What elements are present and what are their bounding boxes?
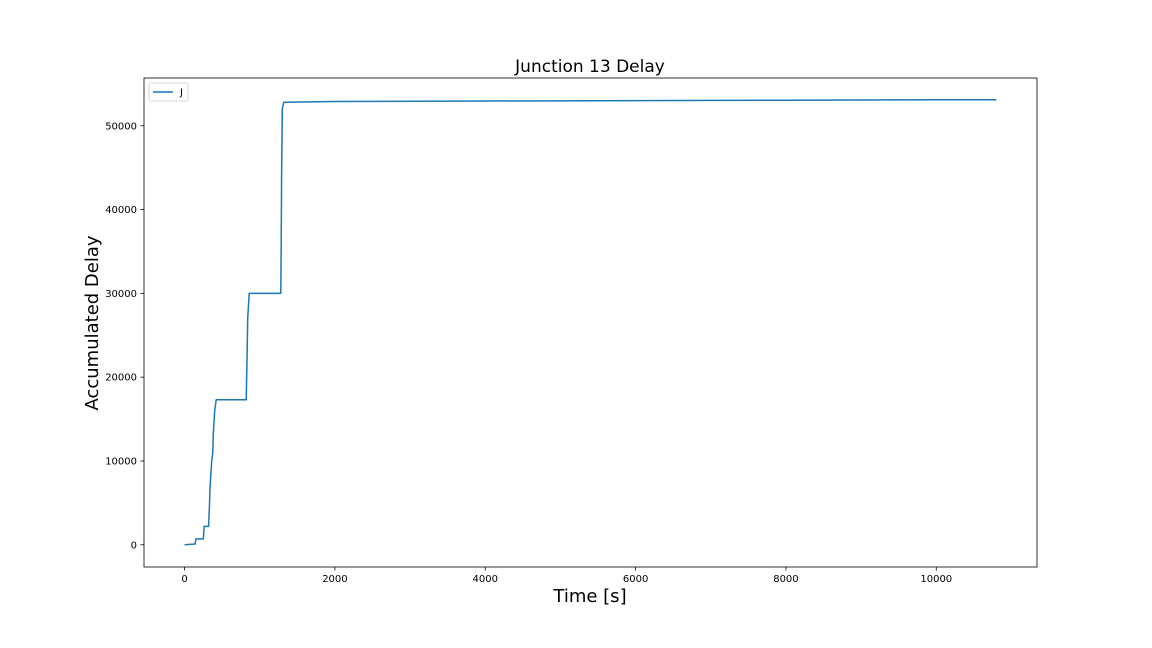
y-tick-label: 40000 <box>105 205 137 216</box>
legend-label: J <box>179 88 183 99</box>
x-tick-label: 0 <box>181 574 187 585</box>
y-tick-label: 20000 <box>105 373 137 384</box>
y-tick-label: 30000 <box>105 289 137 300</box>
y-tick-label: 50000 <box>105 121 137 132</box>
series-line-J <box>184 99 997 546</box>
x-tick-label: 4000 <box>473 574 498 585</box>
legend: J <box>148 82 189 102</box>
x-tick-label: 6000 <box>623 574 648 585</box>
y-tick-label: 0 <box>131 540 137 551</box>
x-tick-label: 8000 <box>773 574 798 585</box>
x-tick-label: 2000 <box>322 574 347 585</box>
x-axis: 0 2000 4000 6000 8000 10000 <box>181 567 952 585</box>
y-tick-label: 10000 <box>105 456 137 467</box>
x-tick-label: 10000 <box>920 574 952 585</box>
plot-frame <box>143 77 1038 568</box>
plot-area <box>143 77 1038 568</box>
y-axis-label: Accumulated Delay <box>82 235 103 410</box>
y-axis: 0 10000 20000 30000 40000 50000 <box>105 121 144 551</box>
chart-title: Junction 13 Delay <box>514 57 665 77</box>
x-axis-label: Time [s] <box>552 586 626 607</box>
